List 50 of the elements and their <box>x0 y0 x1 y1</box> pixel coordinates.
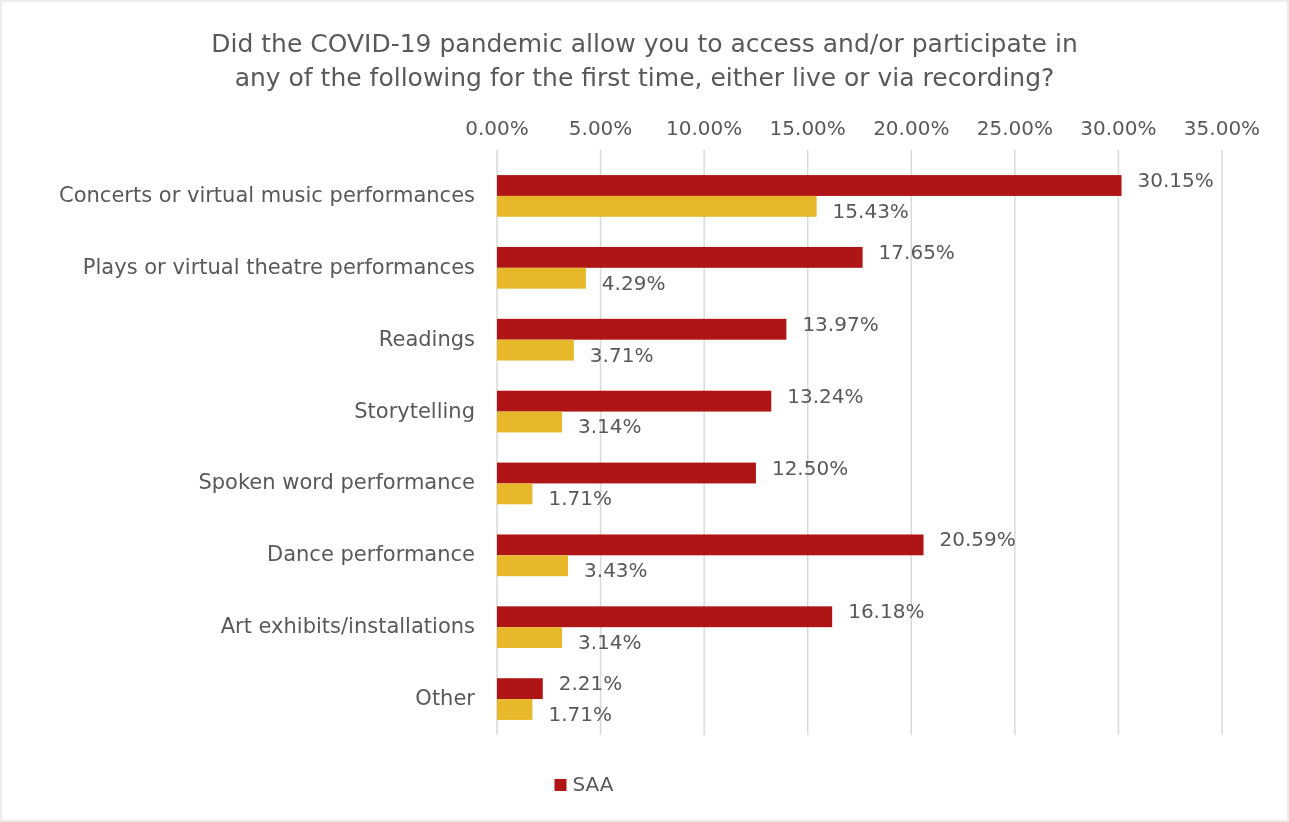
data-label: 3.14% <box>578 414 642 439</box>
data-label: 13.24% <box>787 383 864 408</box>
bar <box>497 390 772 412</box>
bar <box>497 555 569 577</box>
y-tick-label: Dance performance <box>267 542 475 567</box>
bar <box>497 483 533 505</box>
data-label: 15.43% <box>832 198 909 223</box>
chart-title: Did the COVID-19 pandemic allow you to access and/or participate in any of the following for the first time, either live or via recording? <box>211 29 1078 92</box>
data-label: 16.18% <box>848 599 925 624</box>
data-label: 17.65% <box>878 239 955 264</box>
x-tick-label: 0.00% <box>465 116 529 140</box>
x-tick-label: 20.00% <box>873 116 950 140</box>
legend-label: SAA <box>572 771 614 796</box>
data-label: 2.21% <box>558 671 623 696</box>
y-tick-label: Spoken word performance <box>198 470 475 495</box>
data-label: 12.50% <box>771 455 849 480</box>
bar <box>497 534 924 556</box>
y-tick-label: Readings <box>378 326 475 351</box>
data-label: 3.14% <box>578 630 642 655</box>
bar <box>497 606 833 628</box>
data-label: 20.59% <box>939 527 1016 552</box>
bar <box>497 339 574 361</box>
data-label: 3.43% <box>584 558 648 583</box>
bar <box>497 699 533 720</box>
data-label: 13.97% <box>802 311 879 336</box>
data-label: 30.15% <box>1137 168 1214 193</box>
bar <box>497 175 1122 196</box>
bar <box>497 678 543 700</box>
data-label: 3.71% <box>589 342 654 367</box>
y-tick-label: Concerts or virtual music performances <box>59 182 475 207</box>
bar <box>497 462 756 484</box>
x-tick-label: 10.00% <box>666 116 743 140</box>
bar <box>497 195 817 217</box>
bar <box>497 267 586 289</box>
y-tick-label: Art exhibits/installations <box>220 614 475 639</box>
x-tick-label: 5.00% <box>568 116 633 140</box>
data-label: 1.71% <box>548 486 612 511</box>
bar <box>497 411 563 433</box>
x-tick-label: 15.00% <box>769 116 846 140</box>
data-label: 1.71% <box>548 701 612 726</box>
bar <box>497 246 863 268</box>
x-tick-label: 25.00% <box>976 116 1053 140</box>
x-tick-label: 35.00% <box>1183 116 1261 140</box>
x-tick-label: 30.00% <box>1080 116 1157 140</box>
y-tick-label: Other <box>415 686 476 711</box>
data-label: 4.29% <box>601 270 666 295</box>
y-tick-label: Plays or virtual theatre performances <box>82 254 475 279</box>
bar <box>497 318 787 340</box>
y-tick-label: Storytelling <box>354 398 475 423</box>
bar <box>497 627 563 649</box>
